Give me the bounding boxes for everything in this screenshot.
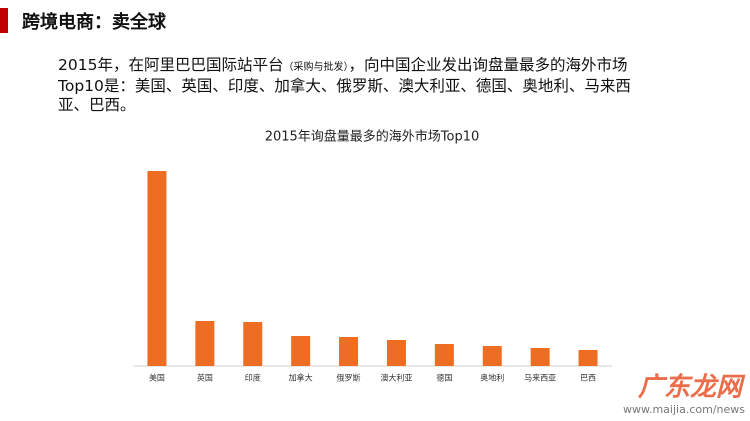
bar <box>434 344 454 366</box>
bar <box>339 337 359 366</box>
x-tick-label: 英国 <box>197 373 213 383</box>
x-tick-label: 美国 <box>149 373 165 383</box>
x-tick-label: 俄罗斯 <box>337 373 361 383</box>
bar <box>578 350 598 366</box>
paragraph: 2015年，在阿里巴巴国际站平台（采购与批发），向中国企业发出询盘量最多的海外市… <box>58 56 658 115</box>
x-tick-label: 马来西亚 <box>524 374 556 383</box>
paragraph-note: （采购与批发） <box>283 62 349 73</box>
x-tick-label: 德国 <box>436 373 452 383</box>
title-accent <box>0 8 8 33</box>
bar <box>243 322 263 366</box>
x-tick-label: 澳大利亚 <box>380 373 412 383</box>
paragraph-text: 2015年，在阿里巴巴国际站平台 <box>58 56 284 74</box>
paragraph-text: ，向中国企业发出询盘量最多的海外市场Top10是：美国、英国、印度、加拿大、俄罗… <box>58 56 631 114</box>
x-tick-label: 巴西 <box>580 374 596 383</box>
bar <box>482 346 502 366</box>
bar <box>386 340 406 366</box>
x-tick-label: 加拿大 <box>289 373 313 383</box>
x-tick-label: 印度 <box>245 373 261 383</box>
x-tick-label: 奥地利 <box>480 373 504 383</box>
bar <box>147 171 167 366</box>
bar <box>530 348 550 366</box>
chart-title: 2015年询盘量最多的海外市场Top10 <box>265 129 480 145</box>
bar <box>291 336 311 366</box>
slide-title: 跨境电商：卖全球 <box>22 12 166 33</box>
bar <box>195 321 215 366</box>
watermark-url: www.maijia.com/news <box>623 403 745 416</box>
watermark-brand: 广东龙网 <box>638 373 746 403</box>
